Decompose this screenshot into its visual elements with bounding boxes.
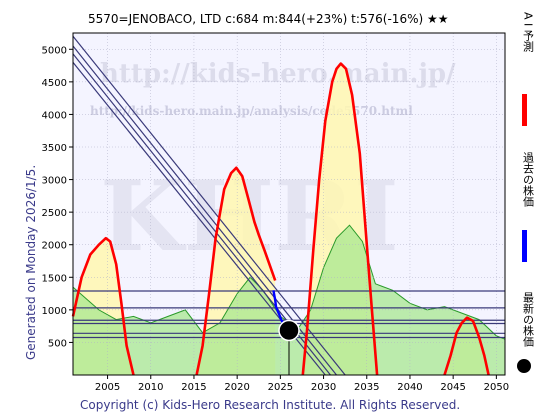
y-axis: 500 1000 1500 2000 2500 3000 3500 4000 4500 5000 <box>42 45 73 349</box>
plot-area: KHRI http://kids-hero.main.jp/ http://ki… <box>71 32 506 376</box>
x-tick-label: 2050 <box>484 382 509 393</box>
legend-latest-price-swatch <box>517 359 531 373</box>
x-tick-label: 2045 <box>440 382 465 393</box>
x-tick-label: 2025 <box>268 382 293 393</box>
y-tick-label: 2000 <box>42 241 67 252</box>
plot-frame <box>72 32 506 376</box>
watermark-url: http://kids-hero.main.jp/ <box>100 59 456 89</box>
copyright-footer: Copyright (c) Kids-Hero Research Institu… <box>80 398 460 412</box>
y-tick-label: 2500 <box>42 208 67 219</box>
ai-forecast-line <box>71 236 135 376</box>
legend-ai-forecast-label: A I 予測 <box>522 12 535 52</box>
latest-price-marker <box>278 319 300 375</box>
x-axis: 2005 2010 2015 2020 2025 2030 2035 2040 2045 2050 <box>95 375 509 393</box>
y-tick-label: 5000 <box>42 45 67 56</box>
x-tick-label: 2030 <box>311 382 336 393</box>
x-tick-label: 2035 <box>354 382 379 393</box>
ai-forecast-line <box>301 62 379 376</box>
generated-date-label: Generated on Monday 2026/1/5. <box>24 165 38 360</box>
y-tick-label: 500 <box>48 338 67 349</box>
y-tick-label: 3500 <box>42 143 67 154</box>
x-tick-label: 2020 <box>224 382 249 393</box>
legend-latest-price-label: 最新の株価 <box>522 292 535 347</box>
y-tick-label: 4000 <box>42 110 67 121</box>
y-tick-label: 1000 <box>42 306 67 317</box>
ai-forecast-line <box>195 166 277 376</box>
grid-layer <box>73 33 505 375</box>
x-tick-label: 2040 <box>397 382 422 393</box>
y-tick-label: 4500 <box>42 78 67 89</box>
legend: A I 予測 過去の株価 最新の株価 <box>517 12 535 373</box>
ai-forecast-line <box>443 316 490 376</box>
legend-past-price-swatch <box>522 230 527 262</box>
legend-past-price-label: 過去の株価 <box>522 152 535 207</box>
trend-line <box>72 45 337 376</box>
chart-title: 5570=JENOBACO, LTD c:684 m:844(+23%) t:5… <box>88 12 449 26</box>
x-tick-label: 2015 <box>181 382 206 393</box>
x-tick-label: 2005 <box>95 382 120 393</box>
legend-ai-forecast-swatch <box>522 94 527 126</box>
latest-price-dot <box>278 319 300 342</box>
y-tick-label: 3000 <box>42 176 67 187</box>
ai-forecast-series <box>71 62 490 376</box>
trend-line <box>72 35 346 376</box>
watermark-analysis-url: http://kids-hero.main.jp/analysis/code55… <box>90 104 413 118</box>
y-tick-label: 1500 <box>42 273 67 284</box>
x-tick-label: 2010 <box>138 382 163 393</box>
